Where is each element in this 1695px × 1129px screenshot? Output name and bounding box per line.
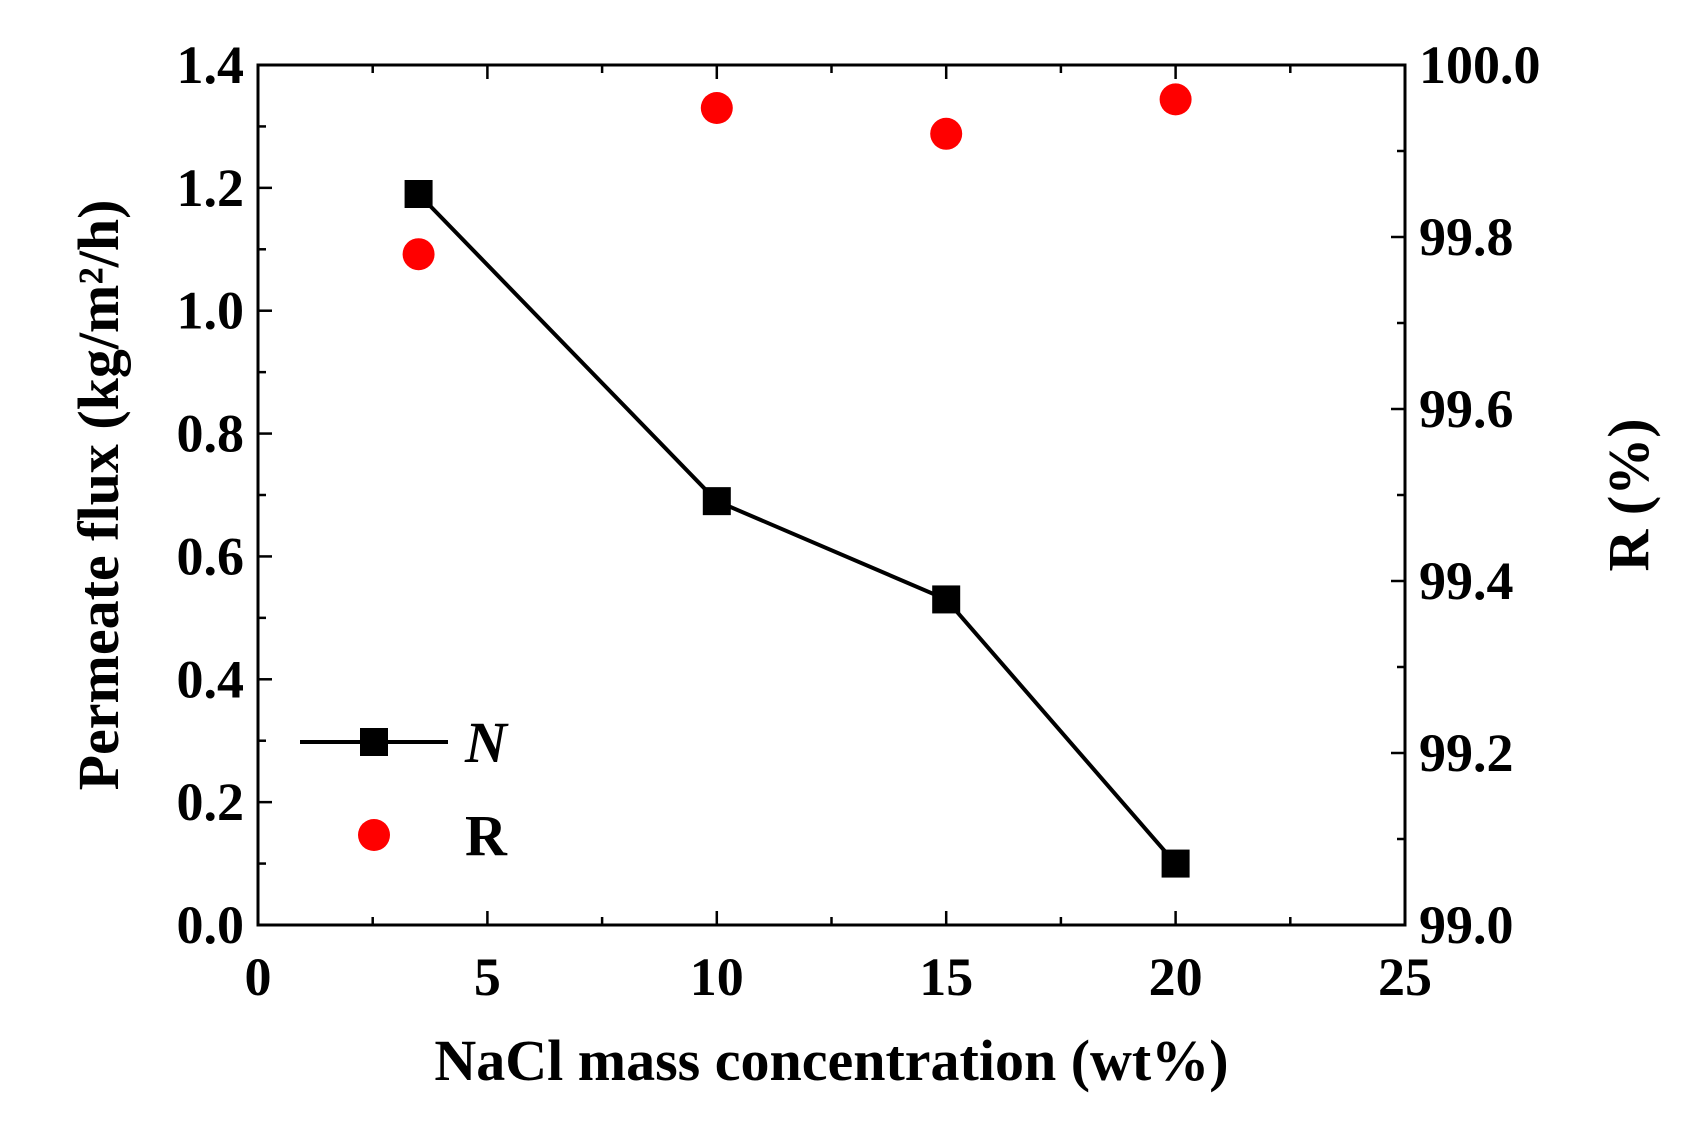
series-r-point (930, 117, 963, 150)
y-right-tick-label: 99.2 (1419, 723, 1514, 783)
y-left-tick-label: 1.4 (177, 35, 245, 95)
y-right-axis-title: R (%) (1596, 418, 1661, 571)
y-left-tick-label: 0.0 (177, 895, 245, 955)
x-tick-label: 0 (245, 947, 272, 1007)
series-r-point (402, 238, 435, 271)
y-left-tick-label: 0.8 (177, 404, 245, 464)
series-n-line (417, 192, 1178, 865)
y-right-axis-ticks: 99.0 99.2 99.4 99.6 99.8 100.0 (1391, 35, 1541, 955)
x-tick-label: 20 (1149, 947, 1203, 1007)
series-n-point (404, 180, 433, 208)
series-n-point (1161, 849, 1190, 878)
x-tick-label: 15 (919, 947, 973, 1007)
legend: N R (300, 710, 509, 868)
legend-n-label: N (464, 710, 509, 775)
y-right-tick-label: 99.6 (1419, 379, 1514, 439)
series-r-point (700, 92, 733, 124)
y-right-tick-label: 99.8 (1419, 207, 1514, 267)
series-n-point (932, 585, 961, 614)
y-left-tick-label: 0.4 (177, 649, 245, 709)
y-left-axis-title: Permeate flux (kg/m²/h) (66, 200, 131, 791)
series-n-point (702, 487, 731, 516)
y-right-tick-label: 99.4 (1419, 551, 1514, 611)
legend-r-marker (358, 819, 390, 851)
y-left-tick-label: 0.2 (177, 772, 245, 832)
series-layer (402, 83, 1192, 878)
y-left-axis-ticks: 0.0 0.2 0.4 0.6 0.8 1.0 1.2 1.4 (177, 35, 272, 955)
series-r-point (1159, 83, 1192, 116)
y-left-tick-label: 0.6 (177, 526, 245, 586)
legend-r-label: R (465, 803, 508, 868)
x-tick-label: 5 (474, 947, 501, 1007)
x-tick-label: 25 (1378, 947, 1432, 1007)
y-left-tick-label: 1.0 (177, 281, 245, 341)
legend-n-marker (360, 728, 388, 756)
x-tick-label: 10 (690, 947, 744, 1007)
x-axis-title: NaCl mass concentration (wt%) (434, 1028, 1228, 1093)
y-right-tick-label: 99.0 (1419, 895, 1514, 955)
y-right-tick-label: 100.0 (1419, 35, 1541, 95)
y-left-tick-label: 1.2 (177, 158, 245, 218)
x-axis-ticks: 0 5 10 15 20 25 (245, 65, 1432, 1007)
